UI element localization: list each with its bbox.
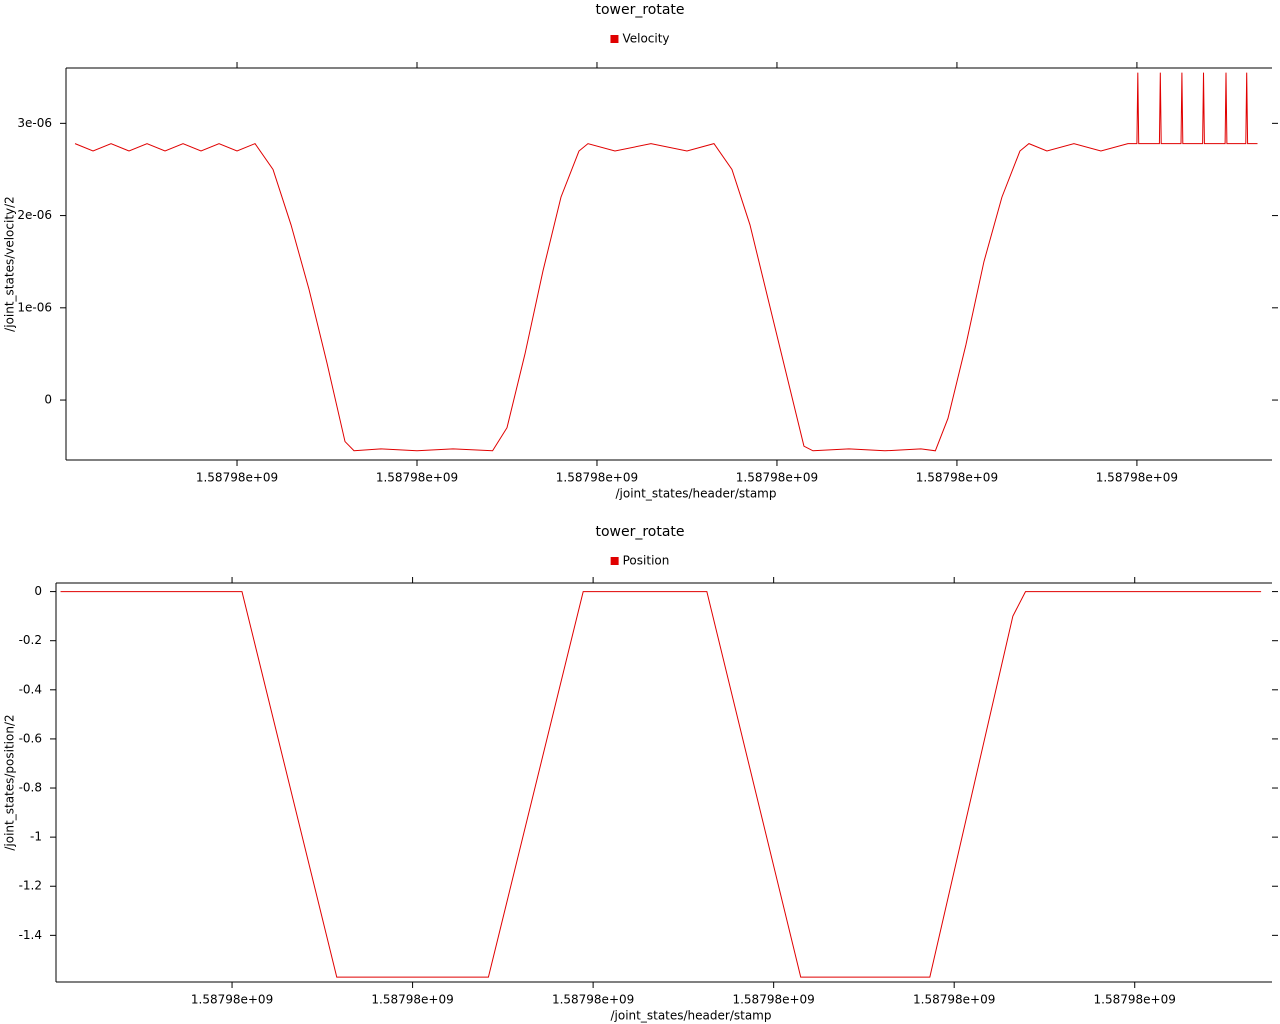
chart-title: tower_rotate bbox=[595, 524, 684, 540]
legend-swatch bbox=[610, 35, 619, 43]
x-tick-label: 1.58798e+09 bbox=[191, 993, 273, 1007]
y-tick-label: 0 bbox=[44, 393, 52, 407]
x-axis-label: /joint_states/header/stamp bbox=[616, 487, 777, 501]
y-tick-label: -1.4 bbox=[19, 928, 42, 942]
x-tick-label: 1.58798e+09 bbox=[376, 471, 458, 485]
y-tick-label: -0.6 bbox=[19, 731, 42, 745]
y-axis-label: /joint_states/position/2 bbox=[3, 714, 17, 850]
y-tick-label: 1e-06 bbox=[17, 300, 52, 314]
y-tick-label: 2e-06 bbox=[17, 208, 52, 222]
legend-swatch bbox=[610, 557, 619, 565]
x-tick-label: 1.58798e+09 bbox=[196, 471, 278, 485]
x-tick-label: 1.58798e+09 bbox=[552, 993, 634, 1007]
y-tick-label: -1 bbox=[30, 830, 42, 844]
x-axis-label: /joint_states/header/stamp bbox=[611, 1009, 772, 1023]
y-tick-label: -0.8 bbox=[19, 781, 42, 795]
x-tick-label: 1.58798e+09 bbox=[916, 471, 998, 485]
y-tick-label: -0.2 bbox=[19, 633, 42, 647]
x-tick-label: 1.58798e+09 bbox=[736, 471, 818, 485]
y-tick-label: -0.4 bbox=[19, 682, 42, 696]
y-tick-label: -1.2 bbox=[19, 879, 42, 893]
legend-label: Velocity bbox=[622, 32, 669, 46]
x-tick-label: 1.58798e+09 bbox=[732, 993, 814, 1007]
chart-title: tower_rotate bbox=[595, 2, 684, 18]
x-tick-label: 1.58798e+09 bbox=[1094, 993, 1176, 1007]
x-tick-label: 1.58798e+09 bbox=[1096, 471, 1178, 485]
x-tick-label: 1.58798e+09 bbox=[371, 993, 453, 1007]
x-tick-label: 1.58798e+09 bbox=[556, 471, 638, 485]
y-tick-label: 0 bbox=[34, 584, 42, 598]
y-axis-label: /joint_states/velocity/2 bbox=[3, 196, 17, 332]
x-tick-label: 1.58798e+09 bbox=[913, 993, 995, 1007]
data-line bbox=[60, 591, 1262, 978]
legend-label: Position bbox=[623, 554, 670, 568]
y-tick-label: 3e-06 bbox=[17, 116, 52, 130]
data-line bbox=[74, 72, 1258, 452]
